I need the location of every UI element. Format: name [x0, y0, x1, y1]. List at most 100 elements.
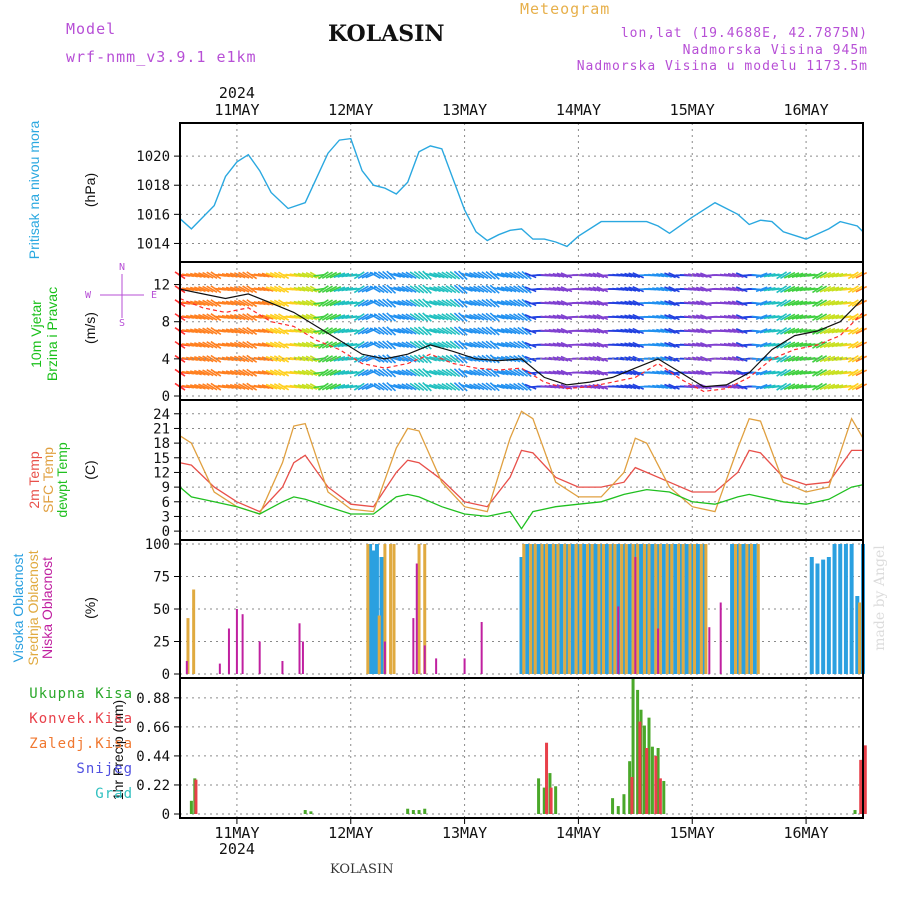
coordinates: lon,lat (19.4688E, 42.7875N): [620, 26, 868, 41]
wind-arrow: [759, 272, 772, 278]
wind-arrow: [628, 342, 641, 348]
wind-arrow: [847, 341, 859, 349]
wind-arrow: [847, 299, 859, 308]
wind-arrow: [855, 369, 868, 377]
wind-arrow: [198, 327, 210, 335]
wind-arrow: [513, 285, 525, 294]
wind-arrow: [365, 286, 378, 293]
cloud-mid-bar: [734, 544, 738, 674]
wind-arrow: [433, 313, 445, 321]
wind-arrow: [664, 272, 676, 279]
wind-arrow: [441, 369, 453, 377]
wind-arrow: [238, 369, 250, 377]
wind-arrow: [492, 300, 505, 306]
wind-arrow: [229, 286, 242, 293]
wind-arrow: [819, 327, 832, 335]
wind-arrow: [812, 271, 823, 280]
wind-arrow: [556, 272, 569, 279]
wind-arrow: [413, 382, 425, 391]
wind-arrow: [257, 286, 270, 292]
wind-arrow: [827, 314, 840, 320]
wind-arrow: [257, 356, 270, 362]
day-label-top: 16MAY: [784, 101, 829, 119]
wind-arrow: [425, 314, 437, 320]
day-label-top: 13MAY: [442, 101, 487, 119]
wind-arrow: [787, 286, 800, 293]
wind-arrow: [422, 381, 432, 392]
wind-arrow: [365, 341, 378, 349]
legend-hail: Grad: [95, 786, 133, 802]
wind-arrow: [504, 313, 517, 321]
wind-arrow: [273, 369, 286, 377]
wind-arrow: [473, 271, 485, 279]
wind-arrow: [297, 370, 310, 376]
wind-arrow: [492, 384, 505, 390]
wind-arrow: [194, 342, 206, 348]
wind-arrow: [206, 271, 218, 280]
y-tick-label: 8: [162, 315, 170, 331]
wind-arrow: [194, 369, 206, 376]
wind-arrow: [819, 383, 832, 391]
wind-arrow: [509, 341, 521, 349]
wind-arrow: [815, 383, 828, 391]
wind-arrow: [624, 300, 637, 306]
y-tick-label: 1016: [136, 207, 170, 223]
cloud-high-bar: [379, 557, 384, 674]
wind-arrow: [449, 340, 461, 350]
cloud-low-bar: [218, 663, 221, 674]
wind-arrow: [373, 313, 385, 322]
cloud-mid-bar: [377, 615, 381, 674]
wind-arrow: [496, 370, 509, 376]
wind-arrow: [628, 369, 641, 376]
wind-arrow: [353, 340, 365, 349]
wind-arrow: [401, 327, 413, 335]
wind-arrow: [496, 286, 509, 292]
wind-arrow: [429, 383, 441, 390]
wind-arrow: [377, 326, 389, 336]
wind-arrow: [795, 356, 808, 362]
wind-arrow: [225, 300, 238, 306]
wind-arrow: [397, 369, 409, 376]
wind-arrow: [289, 315, 302, 320]
cloud-low-bar: [235, 609, 238, 674]
y-tick-label: 12: [153, 278, 170, 294]
wind-arrow: [513, 271, 525, 280]
cloud-high-bar: [821, 559, 826, 674]
y-tick-label: 0.22: [136, 778, 170, 794]
wind-arrow: [819, 341, 832, 349]
wind-arrow: [445, 340, 457, 349]
cloud-mid-bar: [383, 544, 387, 674]
wind-arrow: [441, 271, 453, 280]
wind-arrow: [628, 356, 641, 362]
precip-total-bar: [647, 717, 651, 814]
precip-total-bar: [631, 678, 635, 814]
wind-arrow: [393, 300, 406, 306]
wind-arrow: [787, 327, 800, 335]
cloud-high-bar: [661, 544, 666, 674]
wind-arrow: [504, 327, 517, 335]
wind-arrow: [620, 300, 633, 306]
cloud-high-bar: [673, 544, 678, 674]
wind-arrow: [437, 383, 449, 391]
wind-arrow: [273, 355, 286, 363]
wind-arrow: [584, 342, 597, 348]
wind-arrow: [855, 383, 868, 391]
wind-arrow: [776, 368, 788, 377]
wind-arrow: [851, 355, 863, 363]
wind-arrow: [460, 300, 473, 306]
wind-arrow: [357, 285, 369, 293]
wind-arrow: [776, 340, 788, 349]
wind-arrow: [318, 285, 329, 294]
wind-arrow: [831, 356, 844, 362]
wind-arrow: [759, 300, 772, 306]
wind-arrow: [819, 355, 832, 363]
wind-arrow: [369, 369, 381, 377]
elevation: Nadmorska Visina 945m: [682, 43, 868, 58]
wind-arrow: [377, 382, 389, 391]
wind-arrow: [413, 368, 425, 378]
precip-total-bar: [303, 810, 307, 814]
wind-arrow: [353, 368, 365, 377]
wind-arrow: [229, 300, 242, 307]
wind-arrow: [496, 328, 509, 334]
wind-arrow: [425, 300, 437, 306]
